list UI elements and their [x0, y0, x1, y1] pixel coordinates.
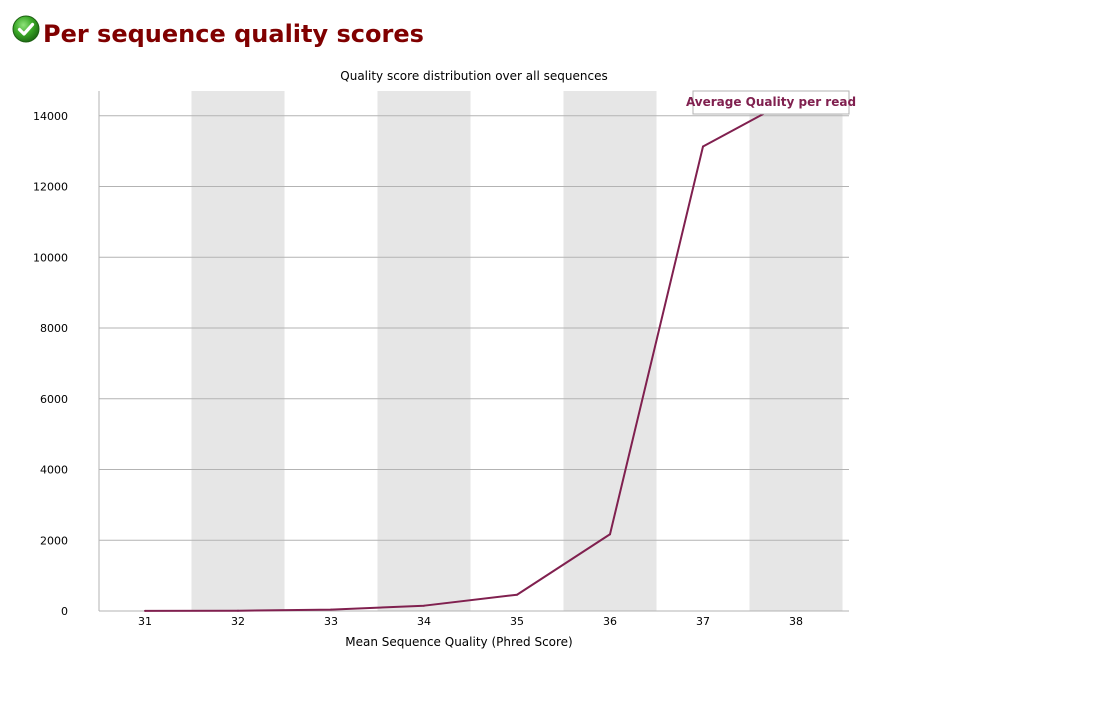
legend-box [692, 90, 850, 115]
background-bands [191, 91, 843, 611]
x-tick-label: 32 [231, 615, 245, 628]
x-tick-label: 37 [696, 615, 710, 628]
page-header: Per sequence quality scores [12, 12, 424, 46]
data-point [330, 608, 332, 611]
y-tick-label: 6000 [40, 393, 68, 406]
x-tick-label: 35 [510, 615, 524, 628]
y-tick-label: 10000 [33, 251, 68, 264]
y-tick-label: 0 [61, 605, 68, 618]
x-tick-label: 34 [417, 615, 431, 628]
y-tick-label: 12000 [33, 181, 68, 194]
data-point [237, 609, 239, 612]
series-layer [144, 95, 797, 612]
check-circle-icon [12, 15, 40, 43]
x-tick-label: 36 [603, 615, 617, 628]
data-point [423, 604, 425, 607]
page-title: Per sequence quality scores [43, 20, 424, 48]
band-34 [377, 91, 471, 611]
x-axis-label: Mean Sequence Quality (Phred Score) [345, 635, 573, 649]
band-38 [749, 91, 843, 611]
legend: Average Quality per read [686, 90, 856, 115]
band-32 [191, 91, 285, 611]
series-line-average-quality [144, 95, 797, 612]
band-36 [563, 91, 657, 611]
data-point [609, 533, 611, 536]
legend-label: Average Quality per read [686, 95, 856, 109]
data-point [144, 609, 146, 612]
tick-labels: 0 2000 4000 6000 8000 10000 12000 14000 31 32 33 34… [33, 110, 803, 628]
gridlines [99, 115, 849, 541]
x-tick-label: 31 [138, 615, 152, 628]
data-point [516, 593, 518, 596]
y-tick-label: 14000 [33, 110, 68, 123]
y-tick-label: 8000 [40, 322, 68, 335]
y-tick-label: 4000 [40, 464, 68, 477]
chart-title: Quality score distribution over all sequ… [340, 69, 607, 83]
x-tick-label: 33 [324, 615, 338, 628]
data-point [702, 145, 704, 148]
y-tick-label: 2000 [40, 534, 68, 547]
x-tick-label: 38 [789, 615, 803, 628]
